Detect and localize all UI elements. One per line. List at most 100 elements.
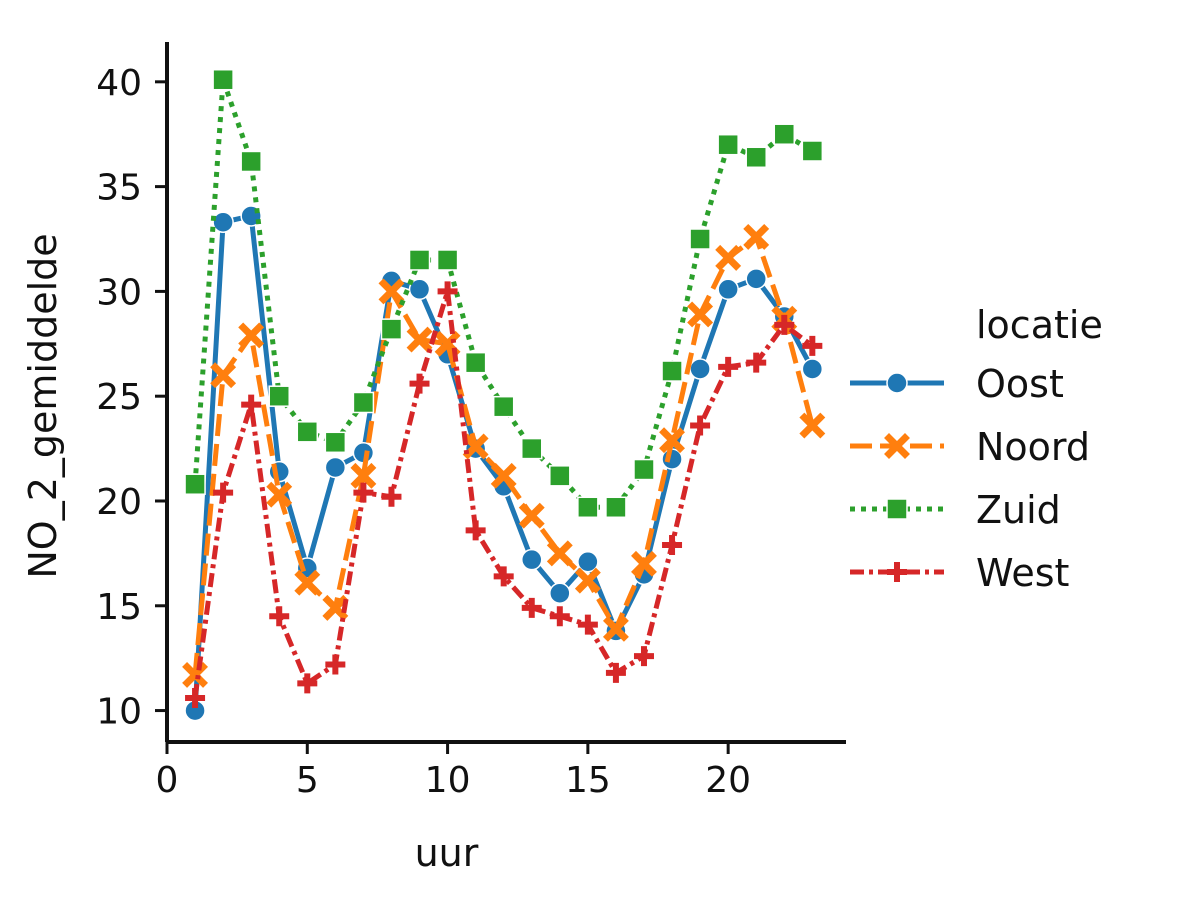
x-tick-label: 10 [425, 760, 471, 801]
legend-item-zuid: Zuid [850, 488, 1061, 532]
data-point-oost [521, 548, 543, 571]
data-point-oost [324, 456, 347, 479]
data-point-west [521, 597, 542, 618]
x-tick-label: 5 [296, 760, 319, 801]
data-point-west [605, 662, 626, 683]
series-oost [184, 205, 824, 722]
data-point-oost [549, 582, 571, 604]
data-point-noord [294, 569, 321, 596]
legend-item-noord: Noord [850, 425, 1090, 469]
data-point-west [353, 482, 374, 503]
x-tick-label: 15 [565, 760, 611, 801]
data-point-west [718, 356, 739, 377]
data-point-noord [322, 594, 349, 621]
data-point-west [409, 373, 430, 394]
data-point-zuid [577, 496, 599, 519]
data-point-zuid [801, 140, 824, 162]
data-point-zuid [268, 385, 290, 407]
legend-items: Oost Noord Zuid West [850, 362, 1090, 595]
data-point-oost [408, 278, 431, 301]
x-axis-title: uur [415, 831, 479, 875]
data-point-zuid [436, 249, 459, 271]
data-point-zuid [464, 351, 487, 374]
data-point-west [381, 486, 402, 507]
data-point-zuid [296, 421, 319, 443]
x-ticks: 0 5 10 15 20 [156, 742, 751, 801]
data-point-west [493, 566, 514, 587]
data-point-noord [687, 301, 714, 328]
series-zuid [184, 68, 824, 519]
legend-marker-noord [884, 433, 910, 459]
data-point-noord [715, 244, 742, 271]
data-point-zuid [352, 391, 375, 414]
data-point-oost [717, 278, 739, 301]
data-point-noord [518, 502, 545, 529]
legend-marker-zuid [886, 498, 908, 520]
data-point-zuid [689, 228, 711, 250]
legend-item-oost: Oost [850, 362, 1064, 406]
data-point-west [549, 606, 570, 627]
data-point-zuid [661, 360, 683, 382]
legend-title: locatie [976, 303, 1103, 347]
axes: 0 5 10 15 20 10 15 20 25 30 35 40 uur NO_2_gemidde… [21, 42, 846, 875]
y-tick-label: 35 [96, 168, 142, 209]
data-point-noord [406, 326, 433, 353]
data-point-noord [350, 462, 377, 489]
data-point-west [690, 415, 711, 436]
x-tick-label: 0 [156, 760, 179, 801]
data-point-noord [743, 223, 770, 250]
data-point-oost [801, 358, 824, 380]
data-point-noord [462, 433, 489, 460]
data-point-noord [659, 427, 685, 454]
data-point-zuid [717, 133, 739, 156]
y-ticks: 10 15 20 25 30 35 40 [96, 63, 167, 733]
x-tick-label: 20 [705, 760, 751, 801]
series-west [185, 281, 823, 708]
y-tick-label: 10 [96, 692, 142, 733]
y-axis-title: NO_2_gemiddelde [21, 233, 65, 578]
data-point-west [662, 534, 683, 555]
data-point-west [633, 646, 654, 667]
legend-marker-west [887, 562, 907, 582]
data-point-west [325, 654, 346, 675]
data-point-oost [212, 211, 234, 233]
data-point-zuid [521, 437, 543, 460]
data-point-west [774, 314, 795, 335]
data-point-west [297, 673, 318, 694]
data-point-noord [602, 615, 629, 642]
data-point-west [802, 335, 823, 356]
y-tick-label: 25 [96, 377, 142, 418]
data-point-west [577, 614, 598, 635]
data-point-zuid [745, 146, 767, 169]
data-point-zuid [240, 150, 262, 173]
data-point-west [185, 687, 206, 708]
y-tick-label: 15 [96, 587, 142, 628]
data-point-zuid [605, 496, 627, 519]
data-point-west [269, 606, 290, 627]
series-layer [182, 68, 826, 722]
data-point-west [241, 394, 262, 415]
data-point-zuid [212, 68, 234, 91]
data-point-west [437, 281, 458, 302]
data-point-oost [689, 358, 711, 380]
data-point-west [465, 520, 486, 541]
data-point-zuid [408, 249, 431, 271]
data-point-zuid [549, 465, 571, 487]
data-point-zuid [380, 318, 403, 340]
data-point-zuid [633, 458, 655, 481]
data-point-zuid [773, 123, 796, 145]
data-point-noord [210, 362, 237, 389]
data-point-noord [574, 567, 601, 594]
legend-label-west: West [976, 551, 1069, 595]
data-point-noord [266, 481, 293, 508]
data-point-noord [546, 540, 573, 567]
data-point-oost [745, 268, 767, 290]
data-point-west [213, 482, 234, 503]
data-point-oost [577, 551, 599, 573]
data-point-zuid [184, 473, 206, 495]
legend-marker-oost [886, 372, 908, 394]
data-point-noord [490, 462, 517, 489]
legend-label-zuid: Zuid [976, 488, 1061, 532]
